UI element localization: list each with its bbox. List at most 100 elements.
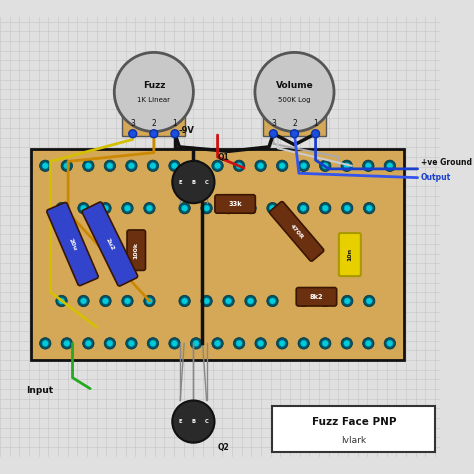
- Text: Input: Input: [27, 386, 54, 395]
- Circle shape: [257, 163, 264, 169]
- Circle shape: [344, 298, 350, 304]
- Text: 8k2: 8k2: [310, 294, 323, 300]
- Circle shape: [122, 202, 133, 214]
- Circle shape: [182, 298, 188, 304]
- Circle shape: [298, 295, 309, 307]
- Circle shape: [171, 130, 179, 137]
- FancyBboxPatch shape: [82, 202, 137, 286]
- Bar: [122, 112, 185, 136]
- Text: +ve Ground: +ve Ground: [421, 158, 472, 167]
- Circle shape: [78, 295, 89, 307]
- Text: C: C: [205, 419, 209, 424]
- Circle shape: [344, 340, 350, 346]
- FancyBboxPatch shape: [47, 202, 98, 286]
- Circle shape: [255, 160, 266, 172]
- Circle shape: [203, 205, 210, 211]
- Circle shape: [39, 160, 51, 172]
- Circle shape: [39, 337, 51, 349]
- Circle shape: [169, 337, 180, 349]
- Circle shape: [150, 340, 156, 346]
- Circle shape: [107, 163, 113, 169]
- Circle shape: [78, 202, 89, 214]
- Circle shape: [247, 205, 254, 211]
- Bar: [263, 112, 326, 136]
- Circle shape: [114, 53, 193, 131]
- Circle shape: [42, 340, 48, 346]
- Text: 1: 1: [313, 119, 318, 128]
- Text: 500K Log: 500K Log: [278, 97, 311, 103]
- Circle shape: [269, 298, 275, 304]
- Circle shape: [319, 202, 331, 214]
- Circle shape: [150, 163, 156, 169]
- Circle shape: [144, 202, 155, 214]
- Circle shape: [169, 160, 180, 172]
- Circle shape: [255, 53, 334, 131]
- Circle shape: [122, 295, 133, 307]
- Circle shape: [267, 295, 278, 307]
- Circle shape: [42, 163, 48, 169]
- Text: E: E: [178, 419, 182, 424]
- Circle shape: [223, 295, 234, 307]
- Circle shape: [276, 337, 288, 349]
- Text: Q1: Q1: [218, 154, 229, 163]
- Text: 1K Linear: 1K Linear: [137, 97, 170, 103]
- Circle shape: [61, 160, 73, 172]
- Circle shape: [214, 340, 220, 346]
- Circle shape: [279, 163, 285, 169]
- Text: B: B: [191, 180, 195, 184]
- Circle shape: [344, 205, 350, 211]
- Circle shape: [172, 161, 214, 203]
- Circle shape: [85, 340, 91, 346]
- Circle shape: [102, 205, 109, 211]
- Circle shape: [146, 205, 153, 211]
- Circle shape: [366, 298, 372, 304]
- Circle shape: [100, 295, 111, 307]
- Circle shape: [56, 295, 67, 307]
- Circle shape: [364, 295, 375, 307]
- Circle shape: [58, 298, 64, 304]
- Circle shape: [64, 163, 70, 169]
- Circle shape: [387, 163, 393, 169]
- Text: 2: 2: [152, 119, 156, 128]
- Circle shape: [257, 340, 264, 346]
- Circle shape: [301, 340, 307, 346]
- Circle shape: [245, 295, 256, 307]
- Circle shape: [144, 295, 155, 307]
- Circle shape: [319, 295, 331, 307]
- Text: B: B: [191, 419, 195, 424]
- Circle shape: [182, 205, 188, 211]
- Circle shape: [363, 160, 374, 172]
- Text: 2u2: 2u2: [105, 237, 115, 251]
- Circle shape: [322, 205, 328, 211]
- Text: Volume: Volume: [275, 81, 313, 90]
- Circle shape: [298, 337, 310, 349]
- Circle shape: [267, 202, 278, 214]
- Text: Q2: Q2: [218, 444, 229, 453]
- Circle shape: [126, 337, 137, 349]
- Circle shape: [301, 163, 307, 169]
- Circle shape: [269, 205, 275, 211]
- Circle shape: [179, 202, 190, 214]
- Circle shape: [365, 163, 372, 169]
- Circle shape: [193, 340, 199, 346]
- Circle shape: [255, 337, 266, 349]
- Circle shape: [104, 337, 116, 349]
- Circle shape: [82, 337, 94, 349]
- Circle shape: [226, 298, 232, 304]
- Circle shape: [146, 298, 153, 304]
- Circle shape: [387, 340, 393, 346]
- Circle shape: [203, 298, 210, 304]
- Text: -9V: -9V: [179, 126, 195, 135]
- Text: Output: Output: [421, 173, 451, 182]
- Text: E: E: [178, 180, 182, 184]
- Circle shape: [128, 163, 135, 169]
- Circle shape: [128, 340, 135, 346]
- Text: 100k: 100k: [134, 242, 139, 259]
- Circle shape: [124, 205, 130, 211]
- Circle shape: [81, 205, 87, 211]
- Text: Fuzz: Fuzz: [143, 81, 165, 90]
- Circle shape: [124, 298, 130, 304]
- Circle shape: [107, 340, 113, 346]
- Circle shape: [298, 160, 310, 172]
- Circle shape: [384, 160, 396, 172]
